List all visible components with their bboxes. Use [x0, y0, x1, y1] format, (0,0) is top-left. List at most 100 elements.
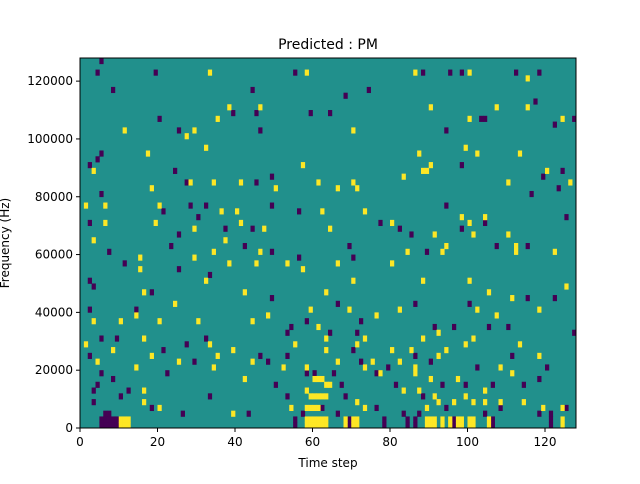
heatmap-cell-low [413, 352, 418, 359]
heatmap-cell-low [564, 404, 569, 412]
heatmap-cell-low [114, 416, 120, 423]
heatmap-cell-high [560, 422, 565, 429]
heatmap-cell-low [304, 318, 309, 325]
heatmap-cell-high [475, 306, 480, 313]
heatmap-cell-high [436, 329, 441, 336]
heatmap-cell-high [300, 266, 306, 273]
heatmap-cell-low [111, 86, 116, 94]
heatmap-cell-low [173, 167, 178, 174]
heatmap-cell-low [339, 381, 344, 388]
heatmap-cell-high [312, 375, 317, 383]
heatmap-cell-high [421, 335, 426, 342]
heatmap-cell-high [188, 179, 193, 186]
heatmap-cell-high [312, 422, 317, 429]
heatmap-cell-low [107, 416, 112, 423]
heatmap-cell-low [285, 352, 290, 359]
heatmap-cell-low [328, 329, 333, 336]
heatmap-cell-high [413, 364, 418, 371]
heatmap-cell-high [176, 358, 182, 365]
heatmap-cell-low [374, 404, 379, 412]
heatmap-cell-low [273, 381, 278, 388]
plot-background [80, 58, 576, 428]
y-tick-label: 40000 [35, 305, 73, 319]
heatmap-cell-low [95, 69, 100, 76]
heatmap-cell-low [107, 410, 112, 417]
heatmap-cell-high [494, 104, 499, 111]
heatmap-cell-low [297, 254, 302, 261]
heatmap-cell-high [417, 387, 422, 394]
heatmap-cell-high [242, 289, 247, 296]
heatmap-cell-low [285, 393, 290, 400]
heatmap-cell-high [413, 370, 418, 377]
heatmap-cell-high [207, 341, 213, 348]
heatmap-cell-low [161, 347, 166, 354]
x-tick-label: 100 [456, 435, 479, 449]
heatmap-cell-high [432, 422, 437, 429]
heatmap-cell-high [320, 393, 325, 400]
heatmap-cell-high [355, 399, 360, 406]
heatmap-cell-low [87, 162, 92, 169]
heatmap-cell-high [142, 335, 147, 342]
heatmap-cell-low [258, 127, 263, 134]
heatmap-cell-low [165, 370, 170, 377]
heatmap-cell-high [103, 202, 108, 209]
heatmap-cell-high [215, 115, 220, 122]
heatmap-cell-low [95, 381, 100, 388]
heatmap-cell-high [300, 162, 306, 169]
heatmap-cell-low [114, 335, 120, 342]
heatmap-cell-high [320, 375, 325, 383]
heatmap-cell-low [293, 69, 298, 76]
heatmap-cell-low [176, 127, 182, 134]
heatmap-cell-high [467, 416, 472, 423]
heatmap-cell-low [444, 202, 449, 209]
heatmap-cell-low [521, 381, 526, 388]
heatmap-cell-high [455, 375, 461, 383]
heatmap-cell-high [448, 422, 453, 429]
heatmap-cell-high [525, 75, 530, 82]
heatmap-cell-high [521, 399, 526, 406]
heatmap-cell-low [494, 243, 499, 250]
heatmap-cell-low [207, 271, 213, 279]
heatmap-cell-low [572, 329, 577, 336]
heatmap-cell-low [548, 422, 554, 429]
heatmap-cell-low [459, 225, 464, 232]
x-tick-label: 120 [534, 435, 557, 449]
heatmap-cell-high [91, 167, 96, 174]
heatmap-cell-low [537, 375, 542, 383]
heatmap-cell-high [316, 179, 321, 186]
heatmap-cell-low [424, 248, 430, 255]
heatmap-cell-high [510, 295, 515, 302]
heatmap-cell-high [390, 219, 395, 227]
heatmap-cell-low [184, 341, 189, 348]
heatmap-cell-high [142, 387, 147, 394]
heatmap-cell-low [231, 110, 236, 117]
heatmap-cell-low [537, 69, 542, 76]
heatmap-cell-low [246, 410, 251, 417]
heatmap-cell-high [537, 352, 542, 359]
heatmap-cell-high [316, 416, 321, 423]
heatmap-cell-low [111, 375, 116, 383]
heatmap-cell-high [149, 352, 154, 359]
heatmap-cell-low [87, 306, 92, 313]
heatmap-cell-low [463, 381, 468, 388]
heatmap-cell-high [459, 214, 464, 221]
heatmap-cell-low [417, 410, 422, 417]
heatmap-cell-high [258, 248, 263, 255]
heatmap-cell-high [351, 127, 356, 134]
heatmap-cell-high [304, 416, 309, 423]
heatmap-cell-low [525, 243, 530, 250]
heatmap-cell-high [471, 335, 476, 342]
heatmap-cell-high [452, 399, 457, 406]
heatmap-cell-low [413, 300, 418, 307]
heatmap-cell-low [254, 179, 259, 186]
heatmap-cell-high [401, 173, 406, 180]
heatmap-cell-high [424, 167, 430, 174]
heatmap-cell-low [184, 179, 189, 186]
heatmap-cell-high [351, 179, 356, 186]
heatmap-cell-high [467, 277, 472, 284]
heatmap-cell-high [91, 318, 96, 325]
heatmap-cell-high [308, 422, 313, 429]
heatmap-cell-low [134, 306, 139, 313]
y-axis-label: Frequency (Hz) [0, 198, 12, 289]
